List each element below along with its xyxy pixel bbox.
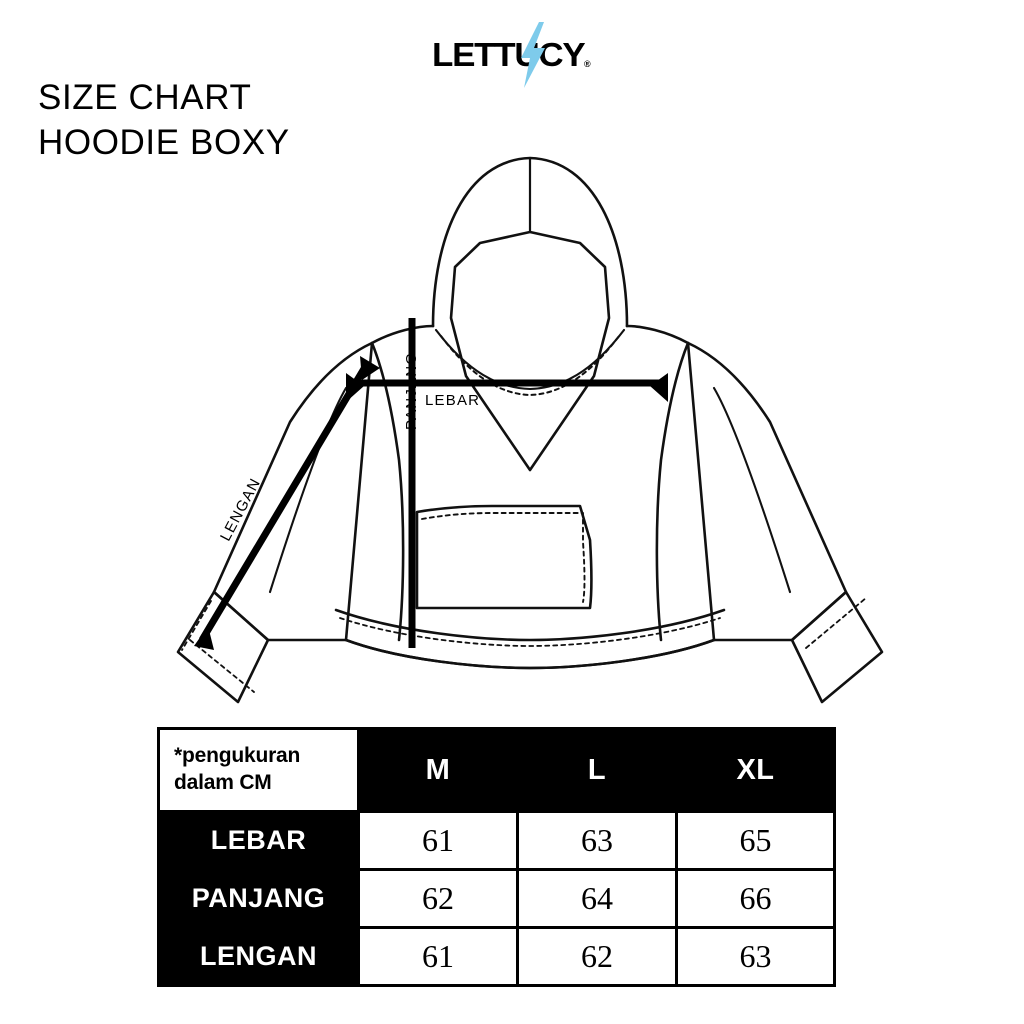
hem-stitch-dashed	[339, 617, 721, 647]
hood-opening-outline	[449, 230, 611, 472]
hem-top-edge	[344, 638, 716, 670]
hem-band-line	[334, 608, 726, 642]
lebar-arrow-right	[650, 373, 668, 402]
neckline-seam	[434, 328, 626, 391]
measurement-note: *pengukuran dalam CM	[157, 727, 360, 813]
right-armhole-seam	[655, 341, 690, 642]
brand-logo: LETTUCY ®	[432, 22, 612, 88]
page-title: SIZE CHART HOODIE BOXY	[38, 78, 290, 162]
cell-lengan-xl: 63	[675, 926, 836, 987]
left-sleeve-fold-line	[268, 386, 348, 594]
cell-lebar-xl: 65	[675, 810, 836, 871]
table-header-row: *pengukuran dalam CM M L XL	[157, 727, 836, 813]
size-header-l: L	[516, 727, 678, 813]
lightning-bolt-icon	[521, 22, 545, 88]
lengan-arrow-bottom	[194, 626, 214, 650]
cell-lengan-m: 61	[357, 926, 519, 987]
size-header-xl: XL	[675, 727, 836, 813]
lengan-arrow-top	[360, 356, 380, 380]
left-cuff	[176, 590, 270, 704]
cell-panjang-l: 64	[516, 868, 678, 929]
right-cuff	[790, 590, 884, 704]
lengan-measure-line	[198, 360, 372, 642]
registered-trademark-icon: ®	[584, 59, 591, 69]
table-row: LENGAN 61 62 63	[157, 926, 836, 987]
kangaroo-pocket	[415, 504, 593, 610]
table-row: LEBAR 61 63 65	[157, 810, 836, 871]
measure-label-lebar: LEBAR	[425, 392, 481, 409]
right-sleeve-outline	[686, 341, 848, 642]
right-cuff-stitch-dashed	[805, 597, 867, 649]
cell-panjang-m: 62	[357, 868, 519, 929]
measure-label-panjang: PANJANG	[403, 351, 420, 430]
measurement-guides	[194, 318, 668, 650]
left-sleeve-outline	[212, 341, 374, 642]
left-armhole-seam	[370, 341, 405, 642]
cell-lebar-l: 63	[516, 810, 678, 871]
right-sleeve-fold-line	[712, 386, 792, 594]
cell-lengan-l: 62	[516, 926, 678, 987]
neckline-stitch-dashed	[440, 335, 620, 396]
boxy-hoodie-technical-drawing	[176, 156, 884, 704]
left-cuff-stitch-dashed	[181, 600, 212, 651]
pocket-stitch-dashed	[421, 512, 586, 603]
table-row: PANJANG 62 64 66	[157, 868, 836, 929]
size-chart-table: *pengukuran dalam CM M L XL LEBAR 61 63 …	[157, 727, 836, 987]
brand-wordmark: LETTUCY	[432, 36, 586, 73]
row-label-panjang: PANJANG	[157, 868, 360, 929]
size-header-m: M	[357, 727, 519, 813]
row-label-lebar: LEBAR	[157, 810, 360, 871]
cell-lebar-m: 61	[357, 810, 519, 871]
cell-panjang-xl: 66	[675, 868, 836, 929]
left-cuff-stitch-dashed-2	[189, 639, 255, 693]
row-label-lengan: LENGAN	[157, 926, 360, 987]
